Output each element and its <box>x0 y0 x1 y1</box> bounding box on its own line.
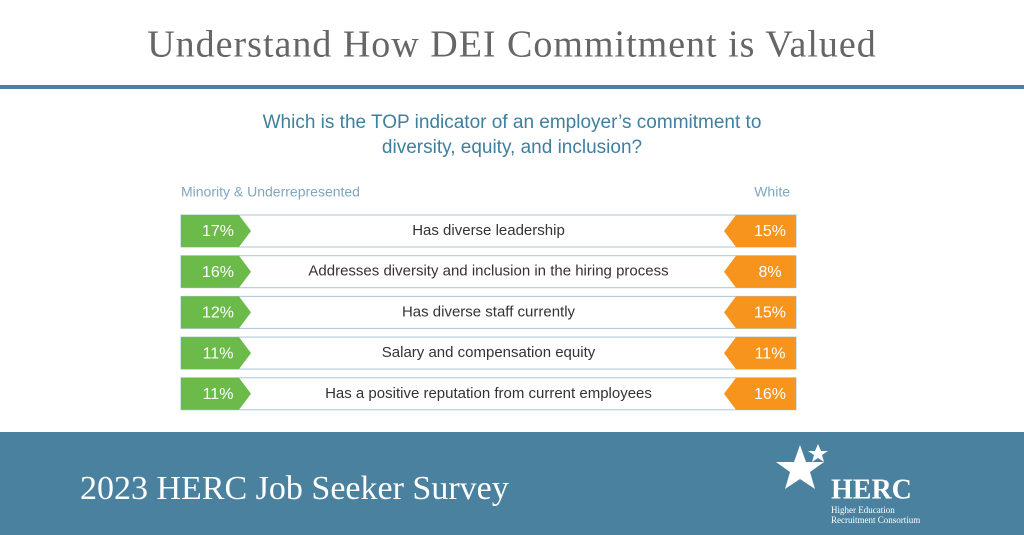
footer-title: 2023 HERC Job Seeker Survey <box>80 470 509 507</box>
left-value: 11% <box>203 386 234 403</box>
left-tag <box>181 255 251 288</box>
right-tag <box>724 296 796 329</box>
left-tag <box>181 296 251 329</box>
right-tag <box>724 377 796 410</box>
logo-text: HERC <box>831 474 912 505</box>
left-tag <box>181 377 251 410</box>
column-header: White <box>754 184 790 200</box>
logo-star <box>808 444 828 462</box>
logo-subtext: Recruitment Consortium <box>831 515 920 525</box>
right-tag <box>724 255 796 288</box>
row-box <box>180 377 797 411</box>
row-box <box>180 295 797 329</box>
logo: HERC Higher Education Recruitment Consor… <box>776 444 920 525</box>
left-tag <box>181 215 251 247</box>
right-value: 11% <box>755 345 786 362</box>
left-value: 11% <box>203 345 234 362</box>
row-box <box>180 214 797 248</box>
right-value: 16% <box>754 386 786 403</box>
row-label: Has diverse staff currently <box>402 303 576 320</box>
divider <box>0 85 1024 89</box>
right-tag <box>724 215 796 247</box>
row-label: Addresses diversity and inclusion in the… <box>308 263 668 280</box>
logo-subtext: Higher Education <box>831 505 895 515</box>
title: Understand How DEI Commitment is Valued <box>147 24 877 66</box>
right-value: 15% <box>754 305 786 322</box>
left-value: 12% <box>202 305 234 322</box>
left-value: 17% <box>202 223 234 240</box>
footer-band <box>0 432 1024 535</box>
left-tag <box>181 337 251 370</box>
question: diversity, equity, and inclusion? <box>382 137 642 158</box>
right-value: 8% <box>758 264 781 281</box>
logo-star <box>776 445 824 489</box>
rows: 17% 15% Has diverse leadership 16% 8% Address… <box>180 214 797 411</box>
row-label: Salary and compensation equity <box>382 344 596 361</box>
column-header: Minority & Underrepresented <box>181 184 360 200</box>
question: Which is the TOP indicator of an employe… <box>263 112 762 133</box>
row-label: Has diverse leadership <box>412 222 565 239</box>
row-label: Has a positive reputation from current e… <box>325 385 652 402</box>
left-value: 16% <box>202 264 234 281</box>
right-tag <box>724 337 796 370</box>
right-value: 15% <box>754 223 786 240</box>
